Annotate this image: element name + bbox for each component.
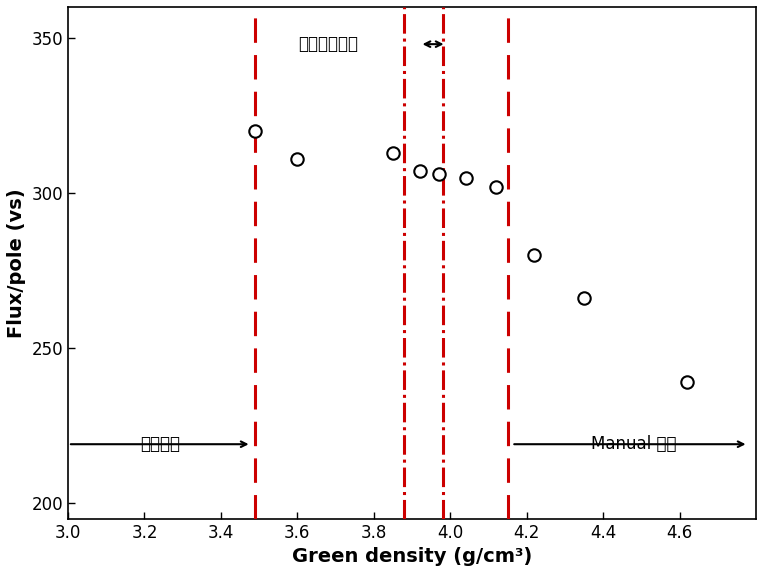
X-axis label: Green density (g/cm³): Green density (g/cm³): [292, 547, 532, 566]
Point: [250, 127, 262, 136]
Text: 취출장치사용: 취출장치사용: [298, 35, 358, 53]
Y-axis label: Flux/pole (vs): Flux/pole (vs): [7, 188, 26, 337]
Point: [387, 148, 399, 157]
Point: [490, 182, 502, 191]
Point: [414, 167, 426, 176]
Text: 취출불가: 취출불가: [140, 435, 180, 453]
Text: Manual 취출: Manual 취출: [591, 435, 677, 453]
Point: [528, 250, 540, 260]
Point: [291, 154, 304, 163]
Point: [578, 294, 590, 303]
Point: [459, 173, 472, 182]
Point: [681, 378, 694, 387]
Point: [433, 170, 445, 179]
